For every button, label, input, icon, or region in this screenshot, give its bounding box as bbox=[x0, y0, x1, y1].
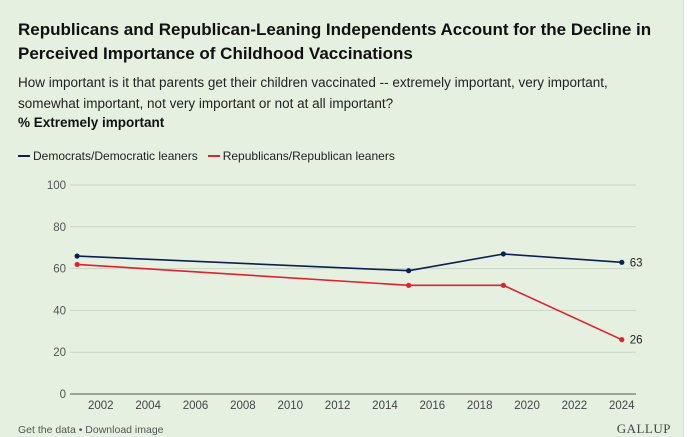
chart-title: Republicans and Republican-Leaning Indep… bbox=[18, 20, 652, 63]
x-tick-label-2004: 2004 bbox=[135, 400, 161, 412]
legend-item-republicans: Republicans/Republican leaners bbox=[207, 149, 395, 163]
y-tick-label-80: 80 bbox=[53, 222, 66, 234]
end-label-democrats: 63 bbox=[630, 257, 643, 269]
data-point-democrats-2001 bbox=[74, 253, 80, 259]
chart-subtitle: How important is it that parents get the… bbox=[18, 75, 608, 111]
x-tick-label-2018: 2018 bbox=[467, 400, 493, 412]
legend-label-republicans: Republicans/Republican leaners bbox=[222, 149, 395, 163]
data-point-republicans-2001 bbox=[74, 261, 80, 268]
end-label-republicans: 26 bbox=[630, 335, 643, 347]
data-point-democrats-2019 bbox=[500, 251, 506, 257]
legend-swatch-democrats bbox=[18, 155, 30, 157]
legend-item-democrats: Democrats/Democratic leaners bbox=[18, 149, 198, 163]
series-line-republicans bbox=[77, 263, 623, 341]
y-tick-label-100: 100 bbox=[47, 180, 66, 192]
y-tick-label-60: 60 bbox=[53, 264, 66, 276]
legend-label-democrats: Democrats/Democratic leaners bbox=[33, 149, 198, 163]
x-tick-label-2010: 2010 bbox=[277, 400, 303, 412]
data-point-democrats-2015 bbox=[406, 268, 412, 274]
measure-label: % Extremely important bbox=[18, 115, 165, 130]
data-point-republicans-2015 bbox=[406, 282, 412, 288]
data-point-republicans-2024 bbox=[619, 337, 625, 343]
data-point-republicans-2019 bbox=[500, 282, 506, 288]
x-tick-label-2012: 2012 bbox=[325, 400, 351, 412]
x-tick-label-2016: 2016 bbox=[420, 400, 446, 412]
gallup-logo: GALLUP bbox=[616, 421, 671, 436]
y-tick-label-0: 0 bbox=[60, 389, 66, 401]
x-tick-label-2002: 2002 bbox=[88, 400, 114, 412]
x-tick-label-2008: 2008 bbox=[230, 400, 256, 412]
x-tick-label-2006: 2006 bbox=[183, 400, 209, 412]
legend-swatch-republicans bbox=[207, 155, 220, 157]
x-tick-label-2014: 2014 bbox=[372, 400, 398, 412]
y-tick-label-20: 20 bbox=[53, 347, 66, 359]
x-tick-label-2020: 2020 bbox=[514, 400, 540, 412]
footer-links[interactable]: Get the data • Download image bbox=[18, 424, 164, 436]
x-tick-label-2024: 2024 bbox=[609, 400, 635, 412]
data-point-democrats-2024 bbox=[619, 259, 625, 265]
y-tick-label-40: 40 bbox=[53, 305, 66, 317]
chart-legend: Democrats/Democratic leaners Republicans… bbox=[18, 149, 395, 163]
series-line-democrats bbox=[77, 253, 622, 272]
x-tick-label-2022: 2022 bbox=[562, 400, 588, 412]
